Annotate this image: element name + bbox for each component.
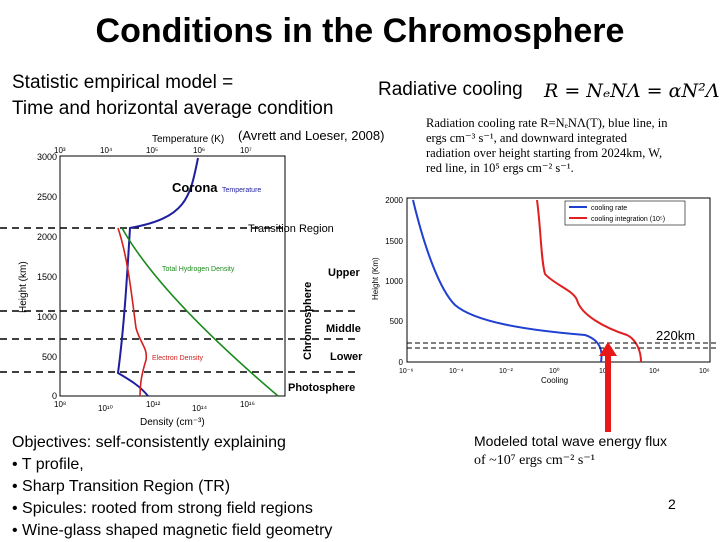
cooling-x-tick-3: 10⁰ (549, 367, 560, 375)
cooling-integration-curve (536, 199, 642, 363)
marker-220km-label: 220km (656, 328, 696, 343)
model-line-1: Statistic empirical model = (12, 72, 234, 93)
hydrogen-curve-label: Total Hydrogen Density (162, 266, 235, 273)
legend-cooling-rate: cooling rate (591, 205, 627, 212)
left-plot-frame (59, 155, 286, 397)
energy-flux-arrow (599, 342, 617, 432)
photosphere-label: Photosphere (288, 382, 355, 394)
cooling-plot-frame (406, 197, 711, 363)
upper-label: Upper (328, 267, 361, 279)
cooling-x-tick-5: 10⁴ (649, 368, 660, 375)
caption-line-1: Radiation cooling rate R=NₑNΛ(T), blue l… (426, 116, 668, 130)
cooling-y-tick-2000: 2000 (385, 196, 403, 205)
cooling-y-tick-0: 0 (399, 358, 404, 367)
avrett-credit: (Avrett and Loeser, 2008) (238, 128, 385, 143)
cooling-caption: Radiation cooling rate R=NₑNΛ(T), blue l… (426, 116, 716, 176)
cooling-rate-curve (412, 199, 603, 363)
cooling-plot: Height (Km) 2000 1500 1000 500 0 cooling… (371, 196, 717, 385)
chromosphere-label: Chromosphere (302, 282, 314, 360)
red-arrow-icon (599, 342, 617, 432)
y-tick-1000: 1000 (37, 312, 57, 322)
model-description: Statistic empirical model = Time and hor… (12, 70, 333, 122)
page-number: 2 (668, 496, 676, 512)
modeled-line-1: Modeled total wave energy flux (474, 433, 667, 449)
slide-title: Conditions in the Chromosphere (95, 12, 625, 50)
radiative-cooling-label: Radiative cooling (378, 79, 523, 100)
electron-curve-label: Electron Density (152, 355, 203, 362)
top-tick-3: 10⁶ (193, 146, 205, 155)
objectives-heading: Objectives: self-consistently explaining (12, 434, 286, 451)
objective-item: • T profile, (12, 456, 84, 473)
bottom-tick-3: 10¹⁴ (192, 404, 208, 413)
top-tick-1: 10⁴ (100, 146, 113, 155)
temperature-curve (116, 157, 199, 397)
cooling-x-tick-0: 10⁻⁶ (399, 368, 413, 375)
bottom-tick-1: 10¹⁰ (98, 404, 113, 413)
cooling-y-tick-1500: 1500 (385, 237, 403, 246)
objectives-list: Objectives: self-consistently explaining… (12, 432, 332, 542)
temperature-axis-label: Temperature (K) (152, 134, 224, 145)
radiative-formula: R = NₑNΛ = αN²Λ (544, 80, 720, 102)
y-tick-500: 500 (42, 352, 57, 362)
caption-line-2: ergs cm⁻³ s⁻¹, and downward integrated (426, 131, 627, 145)
caption-line-3: radiation over height starting from 2024… (426, 146, 663, 160)
corona-label: Corona (172, 180, 218, 195)
height-axis-label: Height (km) (18, 261, 29, 313)
y-tick-1500: 1500 (37, 272, 57, 282)
objective-item: • Spicules: rooted from strong field reg… (12, 500, 313, 517)
cooling-legend (564, 200, 686, 226)
top-tick-4: 10⁷ (240, 146, 252, 155)
modeled-flux: Modeled total wave energy flux of ~10⁷ e… (474, 432, 667, 470)
cooling-x-tick-4: 10² (599, 368, 610, 375)
transition-region-label: Transition Region (248, 223, 334, 235)
bottom-tick-4: 10¹⁶ (240, 400, 255, 409)
caption-line-4: red line, in 10⁵ ergs cm⁻² s⁻¹. (426, 161, 574, 175)
cooling-y-axis-label: Height (Km) (371, 257, 380, 300)
model-line-2: Time and horizontal average condition (12, 98, 334, 119)
bottom-tick-2: 10¹² (146, 400, 161, 409)
objective-item: • Wine-glass shaped magnetic field geome… (12, 522, 333, 539)
y-tick-3000: 3000 (37, 152, 57, 162)
y-tick-2000: 2000 (37, 232, 57, 242)
y-tick-2500: 2500 (37, 192, 57, 202)
electron-density-curve (117, 227, 148, 397)
objective-item: • Sharp Transition Region (TR) (12, 478, 231, 495)
y-tick-0: 0 (52, 391, 57, 401)
lower-label: Lower (330, 351, 363, 363)
density-axis-label: Density (cm⁻³) (140, 417, 205, 428)
legend-cooling-integration: cooling integration (10⁵) (591, 216, 665, 223)
bottom-tick-0: 10⁸ (54, 400, 66, 409)
cooling-x-tick-6: 10⁶ (699, 368, 710, 375)
middle-label: Middle (326, 323, 361, 335)
modeled-line-2: of ~10⁷ ergs cm⁻² s⁻¹ (474, 453, 595, 468)
temperature-curve-label: Temperature (222, 187, 261, 194)
cooling-y-tick-1000: 1000 (385, 277, 403, 286)
top-tick-2: 10⁵ (146, 146, 158, 155)
cooling-x-axis-label: Cooling (541, 376, 568, 385)
top-tick-0: 10³ (54, 146, 66, 155)
cooling-y-tick-500: 500 (390, 317, 404, 326)
cooling-x-tick-1: 10⁻⁴ (449, 368, 464, 375)
hydrogen-density-curve (121, 227, 279, 397)
atmosphere-plot: Temperature (K) 10³ 10⁴ 10⁵ 10⁶ 10⁷ 0 50… (0, 134, 363, 428)
cooling-x-tick-2: 10⁻² (499, 368, 513, 375)
